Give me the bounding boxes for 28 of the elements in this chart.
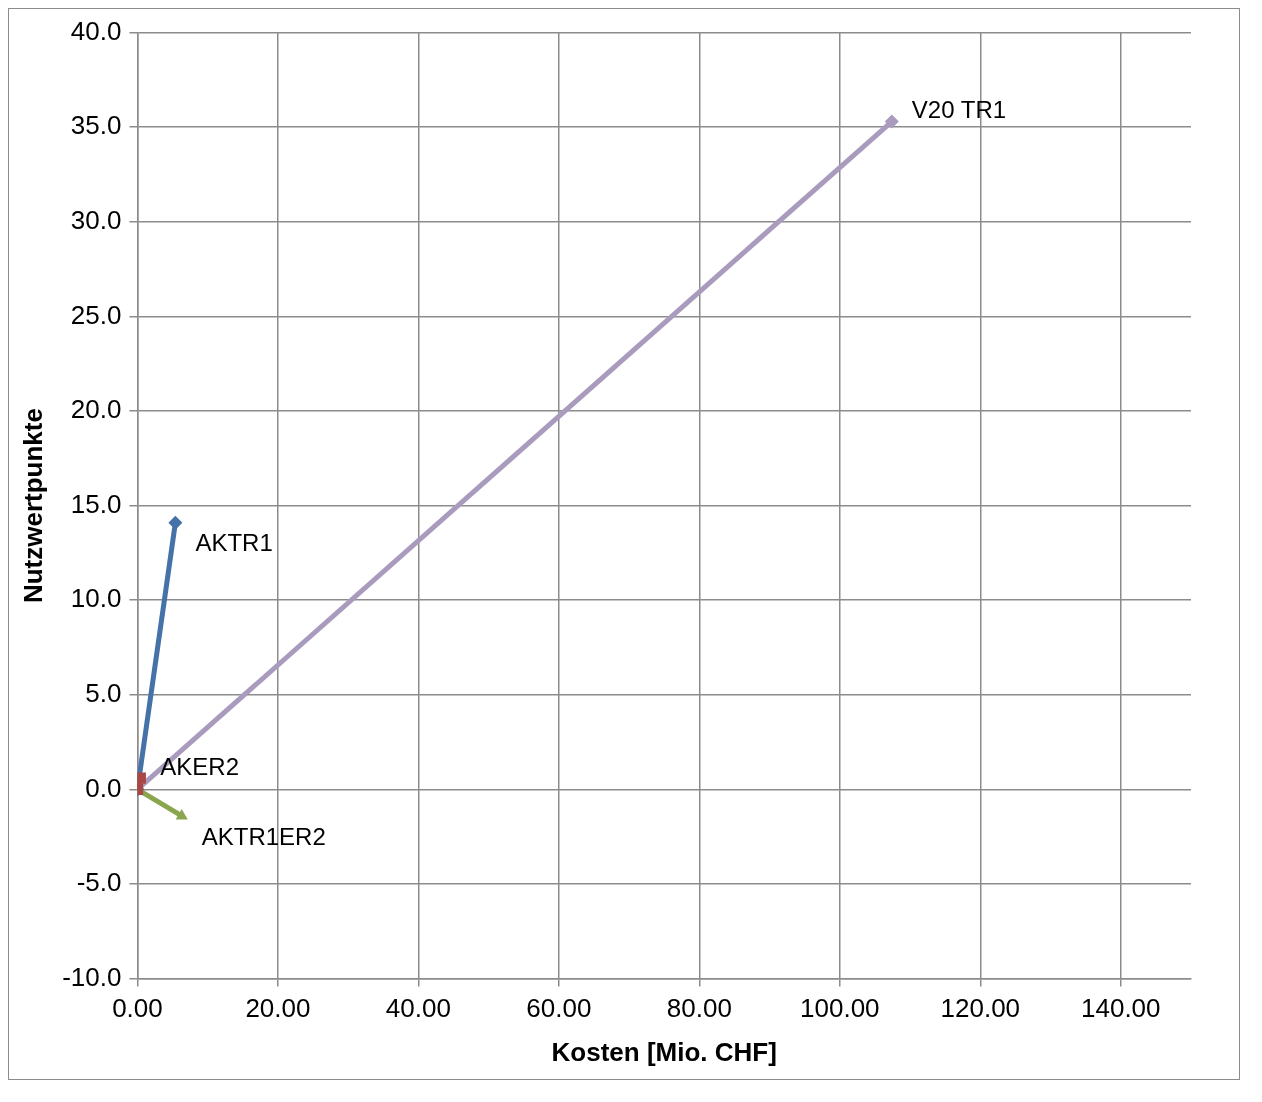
y-tick-label: 30.0 (70, 204, 122, 235)
y-tick-label: -5.0 (76, 867, 122, 898)
series-label: V20 TR1 (911, 96, 1007, 124)
point (137, 772, 146, 784)
point (168, 515, 183, 530)
x-tick-label: 40.00 (385, 993, 451, 1024)
x-tick-label: 80.00 (666, 993, 732, 1024)
y-tick-label: 0.0 (85, 772, 122, 803)
y-tick-label: -10.0 (62, 961, 122, 992)
y-tick-label: 35.0 (70, 110, 122, 141)
x-tick-label: 140.00 (1081, 993, 1161, 1024)
x-tick-label: 0.00 (112, 993, 163, 1024)
series-label: AKTR1ER2 (201, 822, 326, 850)
point (884, 114, 899, 129)
y-tick-label: 15.0 (70, 488, 122, 519)
series-label: AKER2 (160, 752, 239, 780)
series-label: AKTR1 (195, 529, 273, 557)
x-tick-label: 20.00 (245, 993, 311, 1024)
x-axis-title: Kosten [Mio. CHF] (551, 1036, 777, 1067)
x-tick-label: 120.00 (940, 993, 1021, 1024)
y-tick-label: 25.0 (70, 299, 122, 330)
y-tick-label: 5.0 (85, 677, 122, 708)
y-axis-title: Nutzwertpunkte (17, 408, 48, 604)
y-tick-label: 10.0 (70, 583, 122, 614)
x-tick-label: 60.00 (526, 993, 592, 1024)
x-tick-label: 100.00 (800, 993, 880, 1024)
y-tick-label: 20.0 (70, 394, 122, 425)
y-tick-label: 40.0 (70, 15, 122, 46)
